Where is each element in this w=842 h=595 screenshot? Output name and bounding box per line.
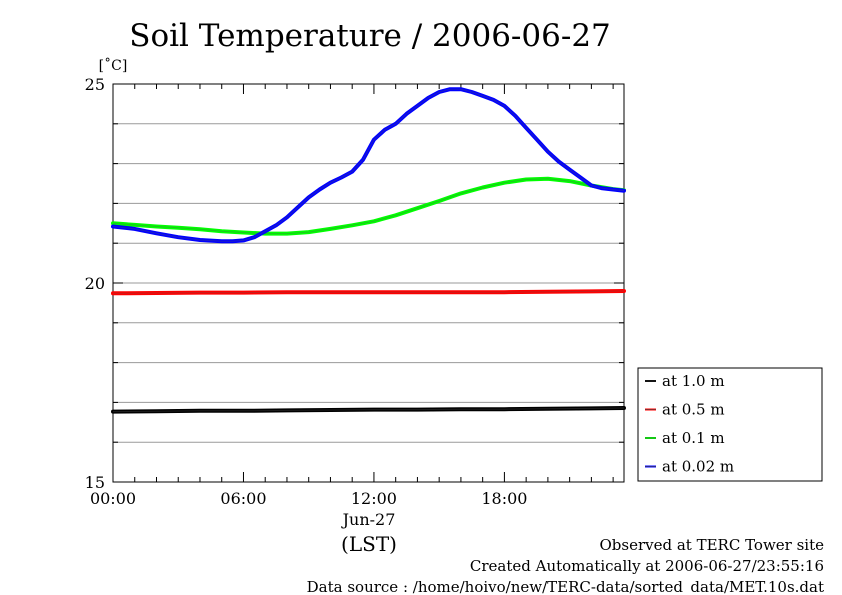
legend-box bbox=[637, 367, 823, 482]
legend-label: at 1.0 m bbox=[662, 372, 725, 390]
x-tick-label: 06:00 bbox=[220, 489, 266, 508]
series-line-core-0 bbox=[112, 407, 625, 413]
footer-data-source: Data source : /home/hoivo/new/TERC-data/… bbox=[307, 578, 824, 595]
y-axis-unit-label: [˚C] bbox=[99, 57, 128, 74]
grid-lines bbox=[113, 123, 624, 443]
x-tick-label: 00:00 bbox=[90, 489, 136, 508]
y-tick-label: 15 bbox=[85, 473, 105, 492]
legend-label: at 0.5 m bbox=[662, 401, 725, 419]
legend-label: at 0.02 m bbox=[662, 458, 734, 476]
series-line-core-3 bbox=[112, 88, 625, 242]
axis-ticks: 15 20 25 00:00 06:00 12:00 18:00 bbox=[85, 75, 624, 508]
legend-label: at 0.1 m bbox=[662, 429, 725, 447]
x-tick-label: 18:00 bbox=[481, 489, 527, 508]
series-line-2 bbox=[111, 176, 626, 236]
series-line-0 bbox=[111, 406, 626, 414]
footer-created-timestamp: Created Automatically at 2006-06-27/23:5… bbox=[470, 557, 824, 575]
chart-title: Soil Temperature / 2006-06-27 bbox=[129, 18, 611, 54]
legend: at 1.0 m at 0.5 m at 0.1 m at 0.02 m bbox=[637, 367, 823, 482]
series-line-1 bbox=[111, 289, 626, 296]
series-line-3 bbox=[111, 87, 626, 244]
x-axis-label: (LST) bbox=[341, 532, 397, 556]
x-tick-label: 12:00 bbox=[351, 489, 397, 508]
series-line-core-2 bbox=[112, 178, 625, 235]
footer-observed-site: Observed at TERC Tower site bbox=[599, 536, 824, 554]
x-axis-date-label: Jun-27 bbox=[341, 510, 396, 529]
y-tick-label: 25 bbox=[85, 75, 105, 94]
y-tick-label: 20 bbox=[85, 274, 105, 293]
series-line-core-1 bbox=[112, 290, 625, 294]
series-lines bbox=[111, 87, 626, 414]
